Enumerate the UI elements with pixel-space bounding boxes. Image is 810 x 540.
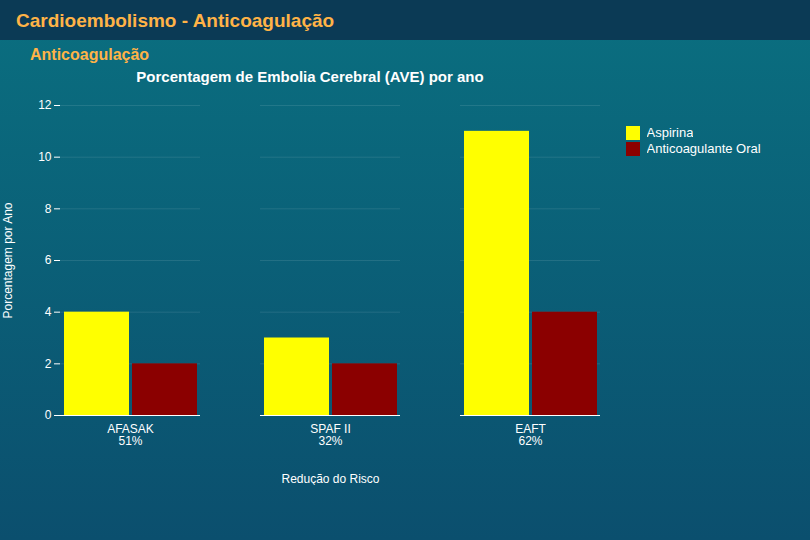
svg-text:0: 0 <box>45 408 52 422</box>
svg-text:Porcentagem por Ano: Porcentagem por Ano <box>1 202 15 318</box>
html-text:Anticoagulante Oral: Anticoagulante Oral <box>646 141 761 156</box>
svg-text:12: 12 <box>38 98 52 112</box>
html-text:Anticoagulação: Anticoagulação <box>30 46 150 63</box>
svg-text:Redução do Risco: Redução do Risco <box>281 472 379 486</box>
html-text:Porcentagem de Embolia Cerebra: Porcentagem de Embolia Cerebral (AVE) po… <box>136 68 484 85</box>
svg-text:SPAF II32%: SPAF II32% <box>310 422 350 448</box>
svg-text:2: 2 <box>45 357 52 371</box>
svg-text:4: 4 <box>45 305 52 319</box>
svg-text:EAFT62%: EAFT62% <box>515 422 546 448</box>
svg-text:8: 8 <box>45 202 52 216</box>
html-text:Aspirina: Aspirina <box>646 125 694 140</box>
html-text:Cardioembolismo - Anticoagulaç: Cardioembolismo - Anticoagulação <box>16 10 335 31</box>
svg-text:6: 6 <box>45 253 52 267</box>
svg-text:AFASAK51%: AFASAK51% <box>107 422 154 448</box>
svg-text:10: 10 <box>38 150 52 164</box>
